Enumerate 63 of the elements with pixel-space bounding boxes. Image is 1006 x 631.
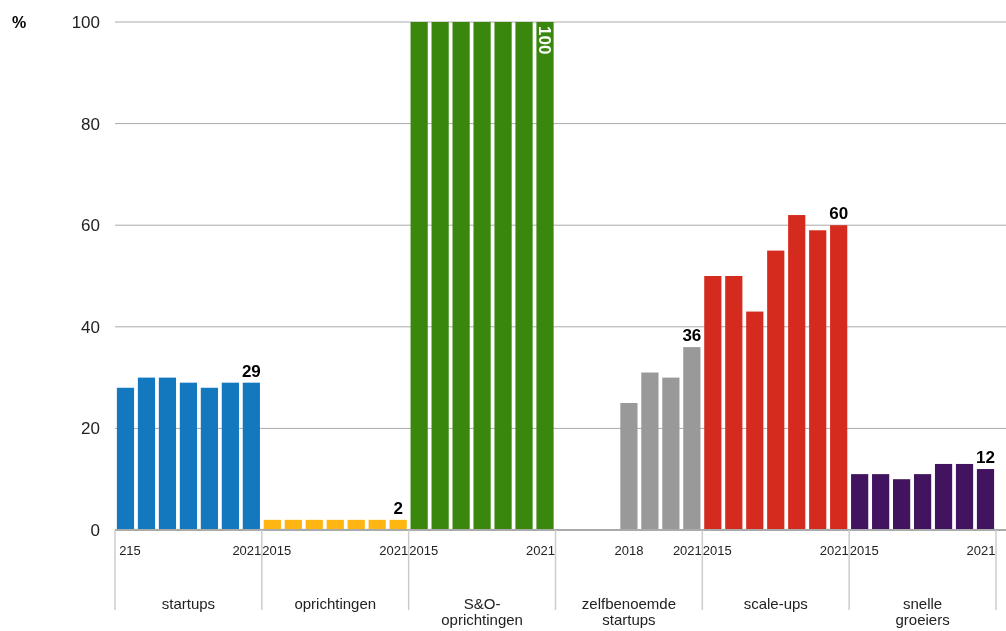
y-tick-label: 60 — [81, 216, 100, 236]
text: snelle groeiers — [895, 595, 950, 628]
bar — [809, 230, 827, 530]
bar — [725, 276, 743, 530]
bar — [893, 479, 911, 530]
y-axis-title: % — [12, 14, 27, 31]
bar — [683, 347, 701, 530]
bar — [410, 22, 428, 530]
data-label: 2 — [393, 498, 403, 518]
data-label: 60 — [829, 204, 849, 224]
x-tick-label: 2015 — [409, 543, 439, 558]
bar — [746, 311, 764, 530]
text: startups — [161, 595, 216, 612]
text: scale-ups — [743, 595, 808, 612]
bar — [851, 474, 869, 530]
bar — [788, 215, 806, 530]
y-tick-label: 40 — [81, 317, 100, 337]
x-tick-label: 2015 — [702, 543, 732, 558]
bar — [976, 469, 995, 530]
bar — [934, 463, 953, 530]
data-label: 36 — [682, 326, 702, 346]
bar — [955, 463, 974, 530]
bar — [179, 382, 198, 530]
data-label: 100 — [535, 26, 555, 55]
bar — [872, 474, 890, 530]
bar — [767, 250, 785, 530]
bar — [158, 377, 177, 530]
bar — [473, 22, 491, 530]
bar — [116, 387, 135, 530]
bar — [200, 387, 218, 530]
text: oprichtingen — [294, 595, 377, 612]
bar — [221, 382, 239, 530]
y-tick-label: 80 — [81, 114, 100, 134]
data-label: 29 — [241, 361, 261, 381]
bar — [620, 403, 638, 530]
bar — [704, 276, 722, 530]
x-tick-label: 215 — [119, 543, 141, 558]
bar — [431, 22, 449, 530]
text: zelfbenoemde startups — [581, 595, 677, 628]
y-tick-label: 0 — [90, 520, 100, 540]
x-tick-label: 2021 — [672, 543, 702, 558]
x-tick-label: 2015 — [262, 543, 292, 558]
x-tick-label: 2018 — [614, 543, 644, 558]
x-tick-label: 2021 — [966, 543, 996, 558]
bar — [913, 474, 932, 530]
bar — [536, 22, 554, 530]
x-tick-label: 2021 — [526, 543, 555, 558]
data-label: 12 — [976, 448, 995, 468]
bar — [137, 377, 156, 530]
text: S&O-oprichtingen — [441, 595, 523, 628]
bar — [641, 372, 659, 530]
bar — [830, 225, 848, 530]
bar — [515, 22, 533, 530]
x-tick-label: 2021 — [232, 543, 262, 558]
x-tick-label: 2021 — [379, 543, 409, 558]
bar — [452, 22, 470, 530]
x-tick-label: 2021 — [819, 543, 849, 558]
bar — [662, 377, 680, 530]
bar — [242, 382, 260, 530]
y-tick-label: 100 — [71, 12, 100, 32]
x-tick-label: 2015 — [849, 543, 879, 558]
y-tick-label: 20 — [81, 419, 100, 439]
bar — [494, 22, 512, 530]
